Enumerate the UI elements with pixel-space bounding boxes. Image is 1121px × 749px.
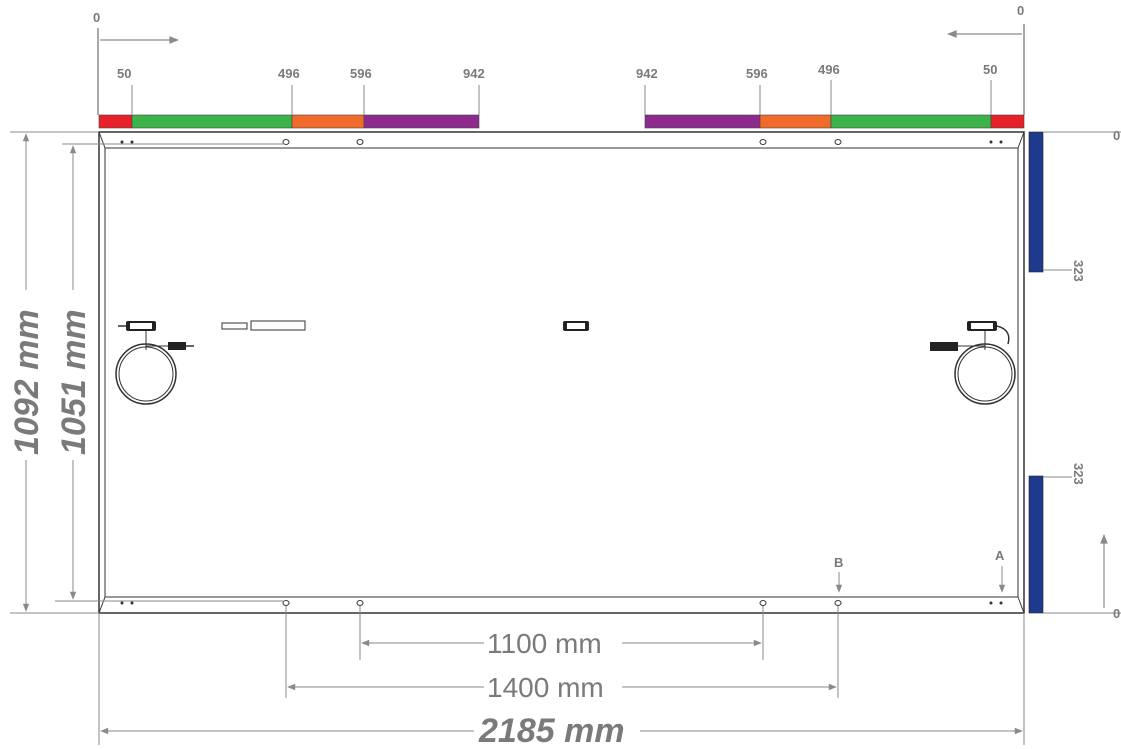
tick-label-right-942: 942 (636, 66, 658, 81)
connector-right (930, 342, 958, 351)
tick-label-left-596: 596 (350, 66, 372, 81)
width-total-label: 2185 mm (478, 712, 625, 749)
height-inner-label-bg (57, 290, 91, 460)
tick-label-right-596: 596 (746, 66, 768, 81)
hole (999, 601, 1003, 605)
zone-purple-left (363, 114, 480, 129)
center-junction-box (563, 321, 589, 331)
right-cable-assembly (930, 321, 1016, 405)
hole (759, 139, 767, 145)
zone-green-right (830, 114, 992, 129)
hole (282, 600, 290, 606)
span-1100-label-bg (484, 628, 622, 658)
hole (356, 600, 364, 606)
hole (834, 600, 842, 606)
zone-purple-right (644, 114, 761, 129)
junction-box-right-slot (971, 323, 993, 329)
hole (759, 600, 767, 606)
origin-label-left: 0 (93, 10, 100, 25)
zone-orange-right (759, 114, 832, 129)
width-total-label-bg (474, 712, 640, 748)
height-outer-label: 1092 mm (8, 309, 46, 455)
left-mounting-zone-bar (98, 114, 480, 129)
hole (989, 601, 993, 605)
side-origin-label-bottom: 0 (1113, 606, 1120, 621)
right-mounting-zone-bar (644, 114, 1025, 129)
zone-orange-left (291, 114, 365, 129)
tick-label-right-496: 496 (818, 62, 840, 77)
module-frame (98, 131, 1025, 614)
hole (120, 140, 124, 144)
label-plates (221, 320, 306, 331)
tick-label-left-942: 942 (463, 66, 485, 81)
tick-label-left-50: 50 (117, 66, 131, 81)
frame-corner-bl (98, 596, 106, 614)
label-plate-large (250, 320, 306, 331)
mounting-holes-top (120, 139, 1003, 145)
center-junction-box-slot (567, 323, 585, 329)
hole (120, 601, 124, 605)
span-1100-label: 1100 mm (487, 628, 602, 659)
zone-red-right (990, 114, 1025, 129)
frame-outer (98, 131, 1025, 614)
tick-label-left-496: 496 (278, 66, 300, 81)
frame-corner-tl (98, 131, 106, 149)
zone-green-left (131, 114, 293, 129)
connector-left (168, 342, 186, 350)
hole (999, 140, 1003, 144)
marker-a-label: A (995, 548, 1005, 563)
clamp-zone-top (1028, 131, 1044, 273)
frame-corner-br (1017, 596, 1025, 614)
span-1400-label: 1400 mm (487, 672, 604, 703)
frame-corner-tr (1017, 131, 1025, 149)
origin-label-right: 0 (1017, 3, 1024, 18)
height-inner-label: 1051 mm (55, 309, 93, 455)
hole (989, 140, 993, 144)
left-cable-assembly (115, 321, 194, 405)
marker-b-label: B (834, 555, 843, 570)
height-outer-label-bg (10, 290, 44, 460)
label-plate-small (221, 322, 248, 330)
side-clamp-zones (1028, 131, 1044, 614)
side-value-top: 323 (1071, 260, 1086, 282)
side-origin-label-top: 0 (1113, 128, 1120, 143)
hole (356, 139, 364, 145)
hole (282, 139, 290, 145)
cable-right-lead (996, 325, 1010, 345)
tick-label-right-50: 50 (983, 62, 997, 77)
junction-box-left-slot (130, 323, 152, 329)
hole (834, 139, 842, 145)
span-1400-label-bg (484, 672, 622, 702)
hole (130, 140, 134, 144)
zone-red-left (98, 114, 133, 129)
frame-inner (104, 147, 1019, 598)
mounting-holes-bottom (120, 600, 1003, 606)
side-value-bottom: 323 (1071, 463, 1086, 485)
clamp-zone-bottom (1028, 475, 1044, 614)
hole (130, 601, 134, 605)
